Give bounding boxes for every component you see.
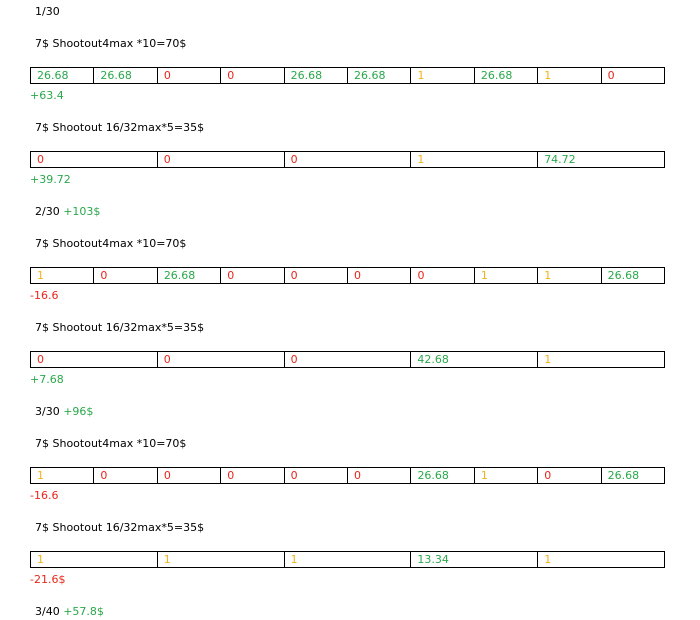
cell: 1 — [37, 469, 44, 482]
day-total: +57.8$ — [63, 605, 104, 618]
day-total: +96$ — [63, 405, 94, 418]
cell: 0 — [37, 153, 44, 166]
cell: 74.72 — [537, 152, 664, 167]
cell: 26.68 — [473, 68, 537, 83]
cell: 0 — [283, 152, 411, 167]
cell: 1 — [156, 552, 284, 567]
cell: 0 — [156, 468, 220, 483]
date-line: 2/30 +103$ — [0, 204, 700, 220]
cell: 26.68 — [37, 69, 69, 82]
cell: 0 — [537, 468, 600, 483]
cell: 26.68 — [410, 468, 473, 483]
cell: 0 — [347, 268, 410, 283]
section-title: 7$ Shootout 16/32max*5=35$ — [35, 121, 205, 134]
section-result: -21.6$ — [30, 573, 66, 586]
cell: 26.68 — [600, 468, 664, 483]
cell: 0 — [600, 68, 664, 83]
cell: 0 — [93, 268, 156, 283]
results-row: 1 0 26.68 0 0 0 0 1 1 26.68 — [30, 267, 665, 284]
cell: 26.68 — [93, 68, 156, 83]
section-result: -16.6 — [30, 289, 59, 302]
cell: 0 — [93, 468, 156, 483]
cell: 0 — [283, 468, 347, 483]
date-line: 3/40 +57.8$ — [0, 604, 700, 620]
cell: 0 — [220, 68, 283, 83]
cell: 13.34 — [410, 552, 537, 567]
section-title: 7$ Shootout4max *10=70$ — [35, 237, 187, 250]
cell: 0 — [220, 468, 283, 483]
cell: 0 — [410, 268, 473, 283]
cell: 26.68 — [156, 268, 220, 283]
cell: 0 — [156, 68, 220, 83]
cell: 0 — [283, 352, 411, 367]
cell: 1 — [283, 552, 411, 567]
cell: 0 — [347, 468, 410, 483]
section-title: 7$ Shootout 16/32max*5=35$ — [35, 521, 205, 534]
cell: 1 — [537, 268, 600, 283]
cell: 1 — [410, 68, 473, 83]
cell: 1 — [537, 552, 664, 567]
date-line: 3/30 +96$ — [0, 404, 700, 420]
section-title: 7$ Shootout4max *10=70$ — [35, 437, 187, 450]
cell: 26.68 — [283, 68, 347, 83]
cell: 1 — [37, 269, 44, 282]
cell: 0 — [220, 268, 283, 283]
results-row: 0 0 0 42.68 1 — [30, 351, 665, 368]
cell: 0 — [283, 268, 347, 283]
cell: 0 — [156, 352, 284, 367]
date: 3/40 — [35, 605, 60, 618]
cell: 1 — [537, 352, 664, 367]
date: 2/30 — [35, 205, 60, 218]
results-row: 1 1 1 13.34 1 — [30, 551, 665, 568]
results-row: 1 0 0 0 0 0 26.68 1 0 26.68 — [30, 467, 665, 484]
date-line: 1/30 — [0, 4, 700, 20]
cell: 1 — [410, 152, 537, 167]
cell: 1 — [473, 468, 537, 483]
section-result: -16.6 — [30, 489, 59, 502]
cell: 1 — [37, 553, 44, 566]
section-result: +7.68 — [30, 373, 64, 386]
cell: 42.68 — [410, 352, 537, 367]
date: 3/30 — [35, 405, 60, 418]
cell: 26.68 — [600, 268, 664, 283]
results-row: 26.68 26.68 0 0 26.68 26.68 1 26.68 1 0 — [30, 67, 665, 84]
cell: 1 — [473, 268, 537, 283]
section-result: +63.4 — [30, 89, 64, 102]
cell: 0 — [37, 353, 44, 366]
cell: 26.68 — [347, 68, 410, 83]
day-total: +103$ — [63, 205, 101, 218]
cell: 0 — [156, 152, 284, 167]
section-title: 7$ Shootout 16/32max*5=35$ — [35, 321, 205, 334]
results-row: 0 0 0 1 74.72 — [30, 151, 665, 168]
cell: 1 — [537, 68, 600, 83]
date: 1/30 — [35, 5, 60, 18]
section-title: 7$ Shootout4max *10=70$ — [35, 37, 187, 50]
section-result: +39.72 — [30, 173, 71, 186]
